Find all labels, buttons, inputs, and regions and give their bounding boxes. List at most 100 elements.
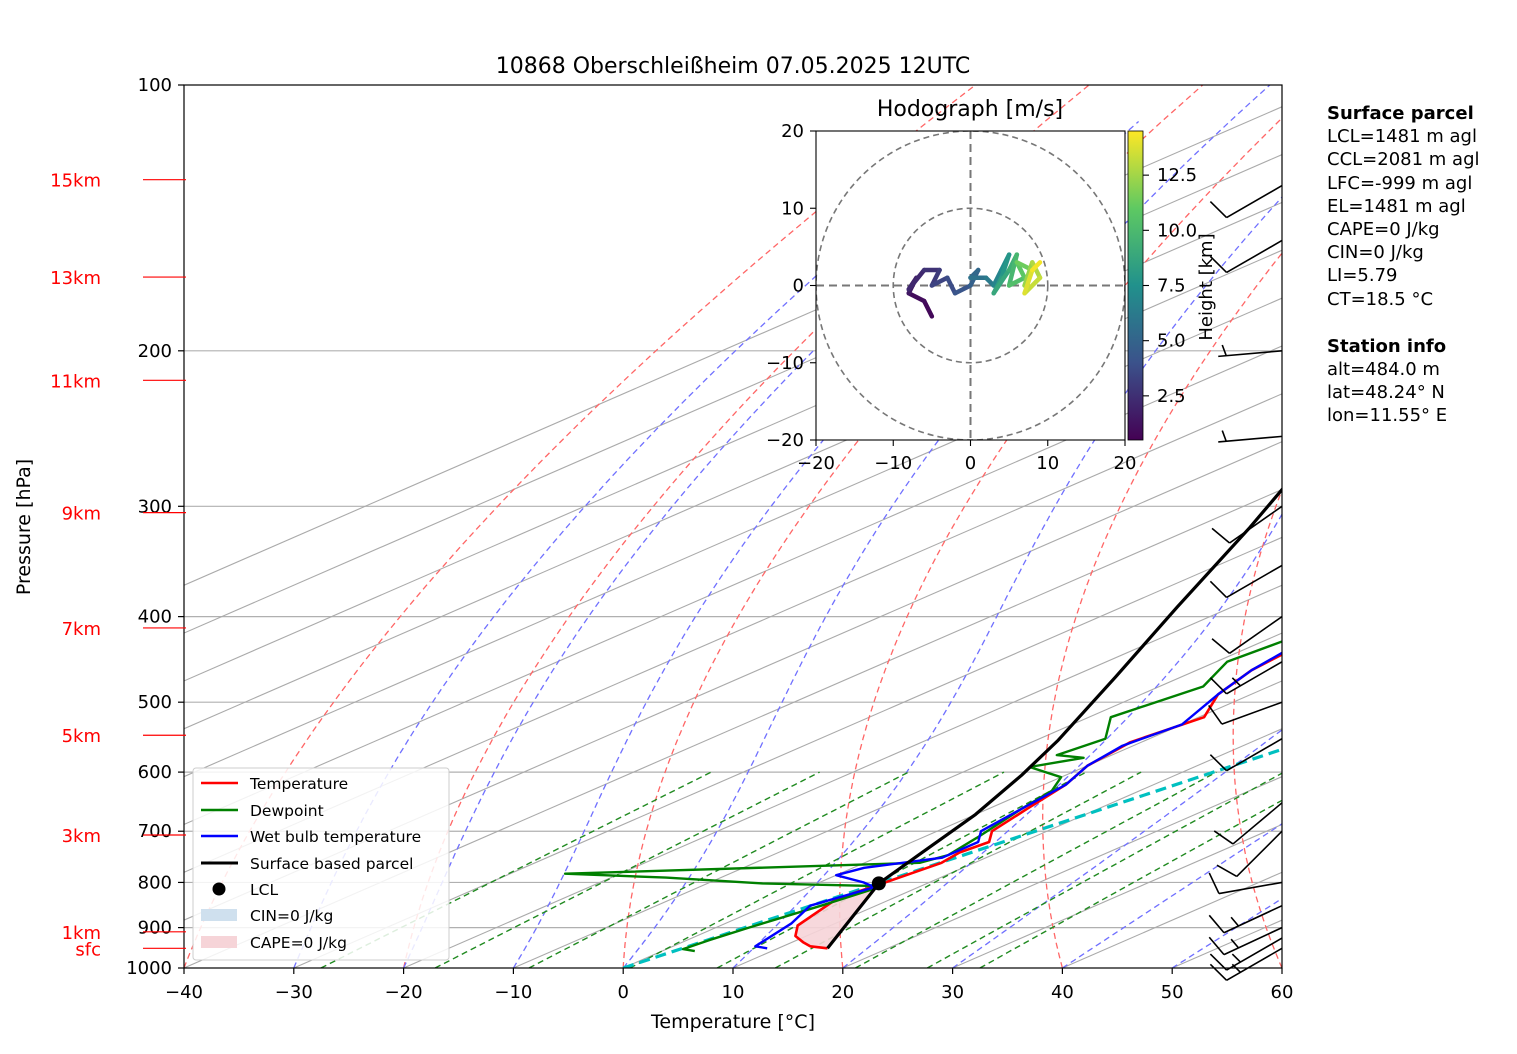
- y-tick-label: 1000: [126, 958, 172, 979]
- hodograph-y-tick-label: 0: [793, 276, 804, 297]
- wind-barb: [1209, 184, 1283, 219]
- wind-barb-shaft: [1218, 350, 1283, 358]
- hodograph-segment: [1030, 260, 1043, 273]
- y-tick-label: 300: [138, 496, 172, 517]
- surface-lfc: LFC=-999 m agl: [1327, 172, 1473, 194]
- wind-barb-shaft: [1221, 701, 1283, 725]
- y-tick-label: 800: [138, 872, 172, 893]
- legend-label-wetbulb: Wet bulb temperature: [250, 828, 421, 846]
- x-tick-label: 50: [1161, 982, 1184, 1003]
- wind-barb-shaft: [1229, 505, 1283, 544]
- isotherm-line: [293, 536, 1282, 968]
- colorbar-tick-label: 5.0: [1157, 331, 1186, 352]
- height-label: 3km: [62, 826, 101, 847]
- x-tick-label: −40: [165, 982, 203, 1003]
- wind-barb-flag: [1208, 914, 1225, 934]
- wind-barb-flag: [1211, 638, 1231, 654]
- wind-barb-flag: [1208, 872, 1220, 894]
- colorbar-tick-label: 2.5: [1157, 386, 1186, 407]
- hodograph-segment: [929, 275, 950, 288]
- height-label: 7km: [62, 619, 101, 640]
- cape-area: [795, 882, 886, 949]
- hodograph-segment: [952, 283, 973, 296]
- wind-barb-shaft: [1226, 661, 1283, 695]
- surface-lcl: LCL=1481 m agl: [1327, 126, 1477, 148]
- wind-barb-shaft: [1229, 615, 1283, 654]
- wind-barb-flag: [1209, 200, 1228, 219]
- wind-barb-flag: [1209, 580, 1228, 598]
- colorbar: [1127, 130, 1144, 441]
- legend-box: [192, 767, 450, 961]
- y-tick-label: 500: [138, 692, 172, 713]
- wind-barb-shaft: [1226, 738, 1283, 772]
- height-label: 15km: [50, 171, 101, 192]
- x-tick-label: −30: [275, 982, 313, 1003]
- colorbar-ticks: 2.5 5.0 7.5 10.0 12.5: [1143, 165, 1197, 407]
- hodograph-segment: [945, 275, 958, 296]
- hodograph-x-tick-label: 20: [1114, 453, 1137, 474]
- mixing-ratio-line: [855, 771, 1217, 968]
- hodograph-segment: [921, 298, 935, 319]
- main-plot: −40 −30 −20 −10 0 10 20 30 40 50 60 10020030040050…: [13, 75, 1293, 1033]
- colorbar-label: Height [km]: [1196, 233, 1217, 340]
- legend-label-parcel: Surface based parcel: [250, 855, 413, 873]
- wind-barb-shaft: [1218, 881, 1283, 895]
- hodograph-content: [816, 131, 1125, 440]
- isotherm-line: [842, 776, 1282, 968]
- legend-swatch-cin: [201, 909, 237, 921]
- lcl-marker: [871, 876, 886, 891]
- isotherm-line: [732, 728, 1282, 968]
- y-axis-ticks: 100 200 300 400 500 600 700 800 900 1000: [126, 75, 184, 979]
- cape-cin-fill: [795, 882, 886, 949]
- x-tick-label: 10: [722, 982, 745, 1003]
- wind-barb-flag: [1209, 255, 1228, 274]
- height-label: sfc: [75, 939, 101, 960]
- mixing-ratio-line: [434, 771, 820, 968]
- wind-barb-half-flag: [1230, 916, 1240, 927]
- wind-barb-half-flag: [1221, 430, 1227, 442]
- y-tick-label: 200: [138, 341, 172, 362]
- x-tick-label: 0: [617, 982, 628, 1003]
- wind-barb-flag: [1209, 754, 1228, 772]
- wind-barb-flag: [1216, 864, 1238, 878]
- hodograph-segment: [1006, 252, 1020, 288]
- hodograph-ring: [892, 207, 1049, 364]
- surface-el: EL=1481 m agl: [1327, 195, 1466, 217]
- isotherm-line: [184, 345, 1282, 826]
- wind-barb: [1211, 615, 1283, 654]
- isotherm-line: [184, 488, 1282, 968]
- hodograph-x-tick-label: 10: [1036, 453, 1059, 474]
- mixing-ratio-line: [979, 799, 1282, 968]
- y-tick-label: 700: [138, 821, 172, 842]
- wind-barb-shaft: [1218, 435, 1283, 443]
- x-tick-label: 40: [1051, 982, 1074, 1003]
- wind-barb-shaft: [1226, 184, 1283, 219]
- parcel-line: [826, 487, 1282, 950]
- hodograph-x-tick-label: −20: [797, 453, 835, 474]
- wind-barb-shaft: [1226, 564, 1283, 599]
- x-tick-label: 20: [831, 982, 854, 1003]
- hodograph-segment: [906, 267, 927, 292]
- x-axis-label: Temperature [°C]: [650, 1011, 815, 1033]
- wind-barb-flag: [1211, 527, 1231, 544]
- hodograph-segment: [999, 252, 1012, 281]
- hodograph-x-tick-label: 0: [965, 453, 976, 474]
- isotherm-line: [184, 201, 1282, 682]
- surface-li: LI=5.79: [1327, 265, 1398, 287]
- y-tick-label: 400: [138, 607, 172, 628]
- wind-barb-flag: [1208, 704, 1223, 725]
- surface-ct: CT=18.5 °C: [1327, 288, 1434, 310]
- wind-barb: [1208, 872, 1283, 895]
- x-tick-label: −10: [494, 982, 532, 1003]
- wind-barb-half-flag: [1221, 344, 1227, 356]
- y-tick-label: 900: [138, 918, 172, 939]
- y-axis-label: Pressure [hPa]: [13, 459, 35, 595]
- chart-title: 10868 Oberschleißheim 07.05.2025 12UTC: [496, 54, 971, 79]
- hodograph-segment: [1022, 260, 1035, 288]
- wind-barb: [1218, 344, 1283, 358]
- hodograph-segment: [991, 267, 1012, 296]
- isotherm-line: [184, 297, 1282, 778]
- station-lon: lon=11.55° E: [1327, 405, 1448, 427]
- wind-barb-flag: [1213, 830, 1234, 845]
